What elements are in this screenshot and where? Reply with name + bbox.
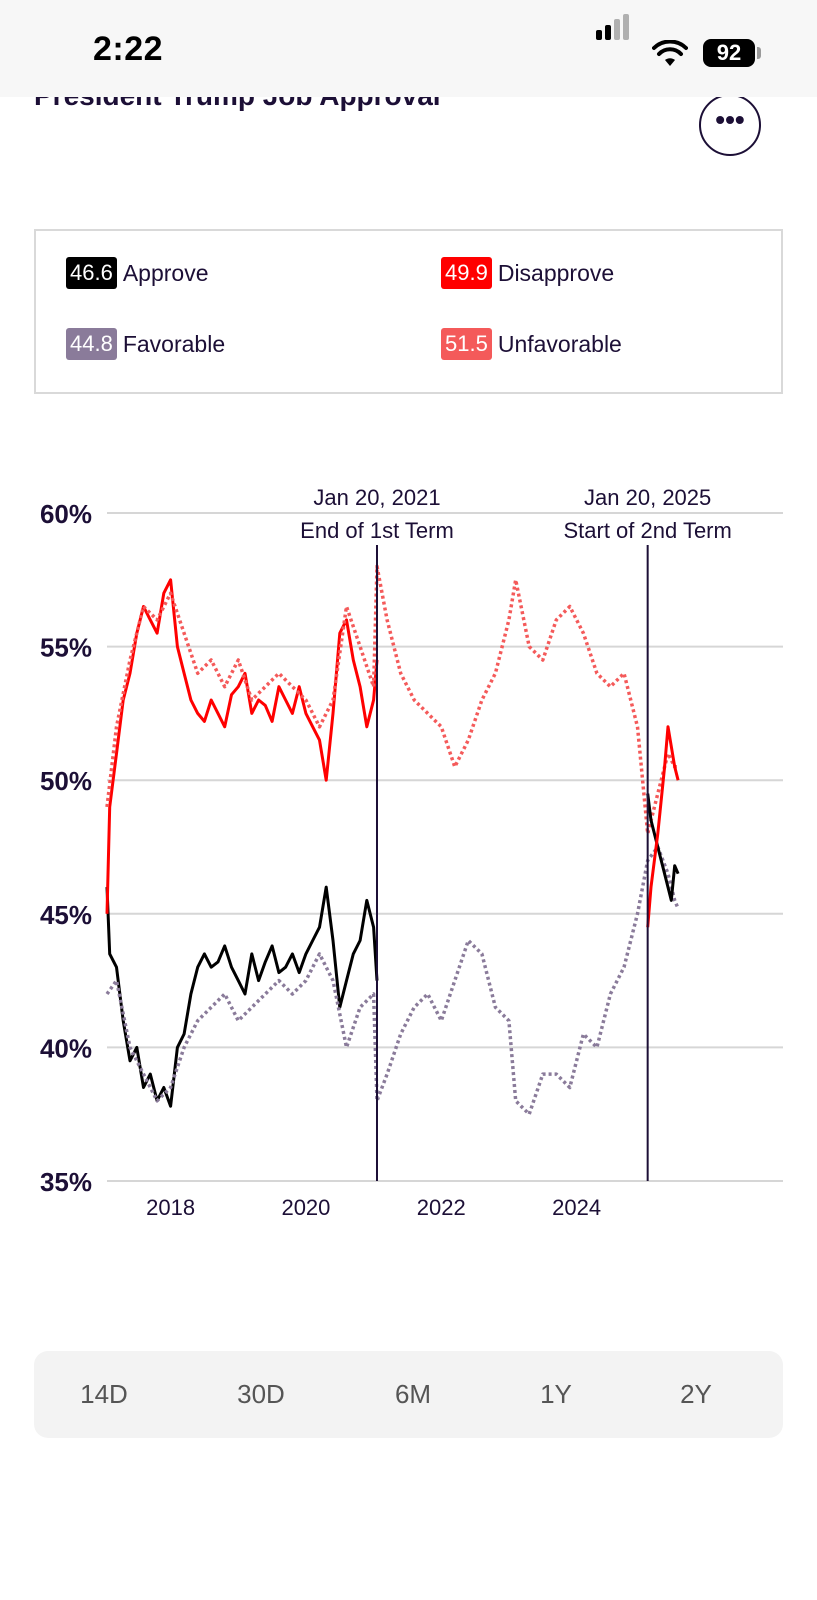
- legend-item-disapprove: 49.9 Disapprove: [441, 257, 614, 289]
- y-tick-label: 45%: [40, 900, 92, 930]
- approval-chart[interactable]: 60% 55% 50% 45% 40% 35% 2018 2020 2022 2024 Jan 20…: [0, 460, 817, 1220]
- x-tick-label: 2020: [281, 1195, 330, 1220]
- status-time: 2:22: [93, 30, 164, 68]
- wifi-icon: [652, 40, 688, 66]
- legend-item-unfavorable: 51.5 Unfavorable: [441, 328, 622, 360]
- x-tick-label: 2022: [417, 1195, 466, 1220]
- term-marker-date: Jan 20, 2025: [584, 485, 711, 510]
- range-button-1y[interactable]: 1Y: [540, 1379, 572, 1409]
- legend-item-favorable: 44.8 Favorable: [66, 328, 225, 360]
- range-button-2y[interactable]: 2Y: [680, 1379, 712, 1409]
- y-tick-label: 40%: [40, 1033, 92, 1063]
- range-selector: 14D 30D 6M 1Y 2Y: [34, 1351, 783, 1438]
- series-line-approve: [105, 885, 379, 1108]
- y-tick-label: 60%: [40, 499, 92, 529]
- y-tick-label: 35%: [40, 1167, 92, 1197]
- x-tick-label: 2024: [552, 1195, 601, 1220]
- series-line-disapprove: [105, 578, 379, 914]
- x-tick-label: 2018: [146, 1195, 195, 1220]
- legend-label-approve: Approve: [122, 259, 209, 286]
- legend-label-favorable: Favorable: [122, 330, 226, 357]
- legend-item-approve: 46.6 Approve: [66, 257, 209, 289]
- legend-value-disapprove: 49.9: [441, 257, 492, 289]
- range-button-14d[interactable]: 14D: [80, 1379, 128, 1409]
- term-marker-date: Jan 20, 2021: [313, 485, 440, 510]
- legend-label-disapprove: Disapprove: [497, 259, 615, 286]
- series-line-approve-2nd-term: [646, 793, 680, 902]
- legend-box: 46.6 Approve 49.9 Disapprove 44.8 Favora…: [34, 229, 783, 394]
- series-line-unfavorable: [105, 564, 679, 836]
- legend-label-unfavorable: Unfavorable: [497, 330, 622, 357]
- range-button-6m[interactable]: 6M: [394, 1379, 432, 1409]
- legend-value-favorable: 44.8: [66, 328, 117, 360]
- y-tick-label: 50%: [40, 766, 92, 796]
- ellipsis-icon: •••: [715, 104, 745, 135]
- range-button-30d[interactable]: 30D: [237, 1379, 285, 1409]
- battery-icon: 92: [703, 39, 755, 67]
- legend-value-unfavorable: 51.5: [441, 328, 492, 360]
- battery-nub: [757, 47, 761, 59]
- status-bar: 2:22 92: [0, 0, 817, 97]
- series-line-disapprove-2nd-term: [646, 725, 680, 928]
- term-marker-label: End of 1st Term: [300, 518, 454, 543]
- legend-value-approve: 46.6: [66, 257, 117, 289]
- more-options-button[interactable]: •••: [699, 94, 761, 156]
- term-marker-label: Start of 2nd Term: [563, 518, 731, 543]
- series-line-favorable: [105, 845, 680, 1116]
- y-tick-label: 55%: [40, 633, 92, 663]
